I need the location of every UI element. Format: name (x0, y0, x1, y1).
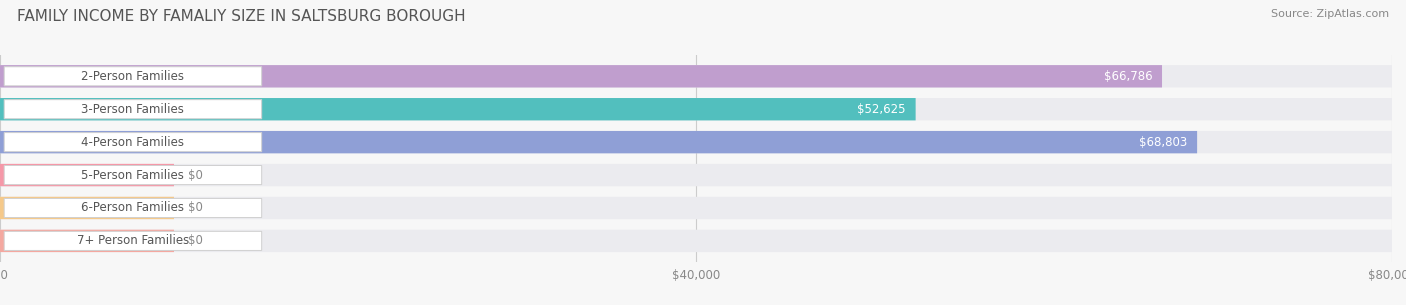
FancyBboxPatch shape (1071, 135, 1189, 150)
FancyBboxPatch shape (4, 100, 262, 119)
FancyBboxPatch shape (4, 133, 262, 152)
Text: $52,625: $52,625 (858, 103, 905, 116)
FancyBboxPatch shape (1036, 69, 1156, 84)
Text: FAMILY INCOME BY FAMALIY SIZE IN SALTSBURG BOROUGH: FAMILY INCOME BY FAMALIY SIZE IN SALTSBU… (17, 9, 465, 24)
Text: 4-Person Families: 4-Person Families (82, 136, 184, 149)
FancyBboxPatch shape (0, 230, 174, 252)
Text: 3-Person Families: 3-Person Families (82, 103, 184, 116)
FancyBboxPatch shape (0, 65, 1392, 88)
Text: $68,803: $68,803 (1139, 136, 1188, 149)
FancyBboxPatch shape (0, 230, 1392, 252)
FancyBboxPatch shape (4, 199, 262, 217)
FancyBboxPatch shape (0, 164, 174, 186)
Text: 2-Person Families: 2-Person Families (82, 70, 184, 83)
FancyBboxPatch shape (4, 231, 262, 250)
Text: $0: $0 (188, 169, 202, 181)
Text: Source: ZipAtlas.com: Source: ZipAtlas.com (1271, 9, 1389, 19)
Text: 7+ Person Families: 7+ Person Families (77, 235, 188, 247)
FancyBboxPatch shape (4, 166, 262, 185)
Text: 6-Person Families: 6-Person Families (82, 202, 184, 214)
FancyBboxPatch shape (790, 102, 908, 117)
Text: $0: $0 (188, 235, 202, 247)
Text: $66,786: $66,786 (1104, 70, 1153, 83)
Text: $0: $0 (188, 202, 202, 214)
FancyBboxPatch shape (0, 197, 1392, 219)
FancyBboxPatch shape (0, 197, 174, 219)
FancyBboxPatch shape (0, 98, 1392, 120)
FancyBboxPatch shape (0, 131, 1197, 153)
FancyBboxPatch shape (4, 67, 262, 86)
FancyBboxPatch shape (0, 164, 1392, 186)
FancyBboxPatch shape (0, 131, 1392, 153)
FancyBboxPatch shape (0, 65, 1161, 88)
Text: 5-Person Families: 5-Person Families (82, 169, 184, 181)
FancyBboxPatch shape (0, 98, 915, 120)
